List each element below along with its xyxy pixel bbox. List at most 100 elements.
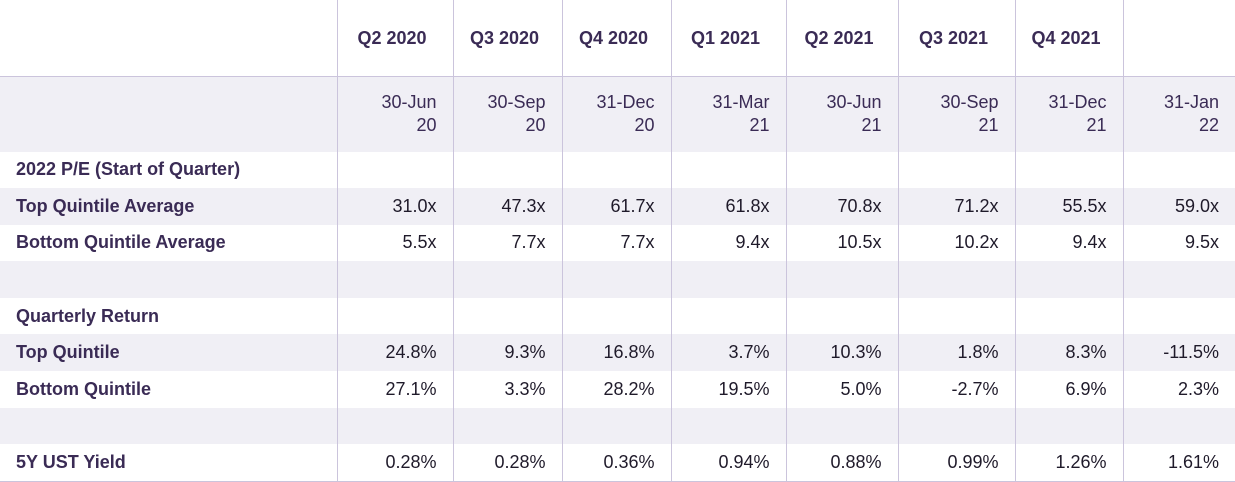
table-row: Quarterly Return [0,297,1235,335]
table-cell [561,297,671,335]
table-cell: -2.7% [897,371,1015,408]
quarter-header: Q4 2020 [561,0,671,77]
date-header: 31-Mar 21 [670,76,786,152]
date-header: 30-Sep 20 [452,76,562,152]
date-header-line2: 21 [1086,115,1107,136]
table-cell [1122,407,1235,445]
date-header-line2: 21 [749,115,770,136]
row-label [0,261,337,298]
date-header-corner [0,76,337,152]
table-cell [785,297,898,335]
table-cell [897,151,1015,189]
table-cell: 28.2% [561,371,671,408]
table-cell: 24.8% [336,334,453,372]
table-cell [897,297,1015,335]
table-cell [1122,151,1235,189]
table-cell [336,261,453,298]
date-header: 30-Jun 21 [785,76,898,152]
table-row: 5Y UST Yield 0.28% 0.28% 0.36% 0.94% 0.8… [0,444,1235,482]
quarter-header: Q2 2020 [336,0,453,77]
table-cell: 2.3% [1122,371,1235,408]
table-cell: 61.8x [670,188,786,225]
row-label [0,407,337,445]
table-cell: 47.3x [452,188,562,225]
table-row: 2022 P/E (Start of Quarter) [0,151,1235,189]
table-cell: 3.7% [670,334,786,372]
quarter-header: Q3 2020 [452,0,562,77]
table-cell: 61.7x [561,188,671,225]
quarter-header-row: Q2 2020 Q3 2020 Q4 2020 Q1 2021 Q2 2021 … [0,0,1235,77]
table-row: Top Quintile Average 31.0x 47.3x 61.7x 6… [0,188,1235,225]
quarter-header: Q4 2021 [1014,0,1123,77]
table-cell [1122,261,1235,298]
date-header: 31-Jan 22 [1122,76,1235,152]
table-cell: 7.7x [452,224,562,262]
row-label: 2022 P/E (Start of Quarter) [16,159,241,180]
quarter-header: Q2 2021 [785,0,898,77]
table-cell: 0.28% [452,444,562,482]
table-cell [452,261,562,298]
date-header-line2: 20 [525,115,546,136]
table-cell: 1.26% [1014,444,1123,482]
row-label: 5Y UST Yield [0,444,337,482]
date-header-line2: 22 [1198,115,1219,136]
date-header-line1: 30-Jun [826,92,882,113]
row-label: Top Quintile Average [0,188,337,225]
table-cell: -11.5% [1122,334,1235,372]
date-header-line2: 21 [861,115,882,136]
table-cell [1122,297,1235,335]
table-cell [561,261,671,298]
table-cell: 1.8% [897,334,1015,372]
table-cell: 10.5x [785,224,898,262]
date-header: 31-Dec 21 [1014,76,1123,152]
table-cell [336,151,453,189]
table-cell [785,261,898,298]
table-cell [897,261,1015,298]
table-cell: 70.8x [785,188,898,225]
table-cell: 31.0x [336,188,453,225]
table-cell [561,151,671,189]
table-cell: 3.3% [452,371,562,408]
table-cell: 8.3% [1014,334,1123,372]
table-cell: 59.0x [1122,188,1235,225]
table-cell [670,151,786,189]
spacer-row [0,407,1235,445]
date-header-line1: 30-Jun [381,92,437,113]
date-header: 30-Jun 20 [336,76,453,152]
quarter-header: Q1 2021 [670,0,786,77]
date-header-line1: 31-Dec [596,92,655,113]
table-cell [1014,261,1123,298]
date-header: 31-Dec 20 [561,76,671,152]
table-cell: 0.88% [785,444,898,482]
date-header-line1: 30-Sep [940,92,999,113]
table-cell: 0.28% [336,444,453,482]
date-header-line1: 31-Dec [1048,92,1107,113]
table-cell [452,297,562,335]
table-cell: 5.0% [785,371,898,408]
spacer-row [0,261,1235,298]
table-cell: 6.9% [1014,371,1123,408]
row-label: Top Quintile [0,334,337,372]
table-cell: 0.36% [561,444,671,482]
table-cell: 9.4x [670,224,786,262]
table-cell [452,151,562,189]
table-cell [670,407,786,445]
date-header-line1: 31-Mar [712,92,770,113]
date-header-line2: 20 [416,115,437,136]
table-cell [670,297,786,335]
row-label: Bottom Quintile [16,378,151,399]
table-cell: 1.61% [1122,444,1235,482]
table-cell [452,407,562,445]
date-header: 30-Sep 21 [897,76,1015,152]
date-header-row: 30-Jun 20 30-Sep 20 31-Dec 20 31-Mar 21 30-J… [0,76,1235,152]
header-corner [0,0,337,77]
date-header-line2: 20 [634,115,655,136]
row-label: Quarterly Return [16,305,160,326]
table-cell: 10.2x [897,224,1015,262]
table-cell [561,407,671,445]
row-label: Bottom Quintile Average [16,232,226,253]
table-cell [1014,297,1123,335]
table-row: Bottom Quintile Average 5.5x 7.7x 7.7x 9… [0,224,1235,262]
date-header-line2: 21 [978,115,999,136]
